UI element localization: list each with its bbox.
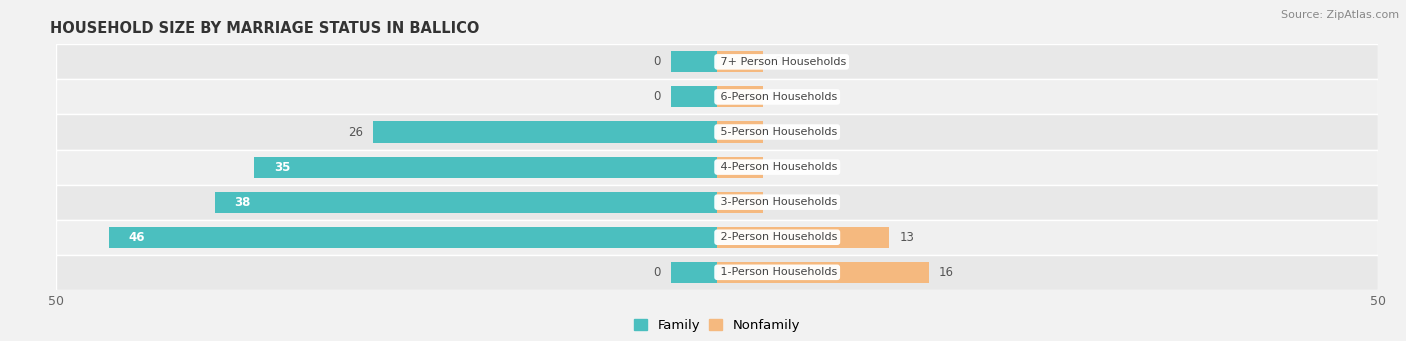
Text: 0: 0 [773,125,782,138]
Bar [56,115,1378,150]
Bar [215,192,717,213]
Legend: Family, Nonfamily: Family, Nonfamily [628,314,806,337]
Text: 13: 13 [900,231,914,244]
Text: 0: 0 [773,196,782,209]
Text: 0: 0 [652,266,661,279]
Bar [717,121,763,143]
Text: HOUSEHOLD SIZE BY MARRIAGE STATUS IN BALLICO: HOUSEHOLD SIZE BY MARRIAGE STATUS IN BAL… [49,21,479,36]
Bar [717,262,928,283]
Bar [717,157,763,178]
Bar [56,255,1378,290]
Text: 2-Person Households: 2-Person Households [717,232,838,242]
Bar [56,79,1378,115]
Text: 4-Person Households: 4-Person Households [717,162,838,172]
Text: 7+ Person Households: 7+ Person Households [717,57,846,67]
Bar [56,150,1378,184]
Text: 0: 0 [773,90,782,103]
Bar [717,227,889,248]
Bar [717,192,763,213]
Bar [110,227,717,248]
Text: Source: ZipAtlas.com: Source: ZipAtlas.com [1281,10,1399,20]
Text: 38: 38 [235,196,252,209]
Bar [671,86,717,107]
Bar [56,184,1378,220]
Text: 46: 46 [129,231,145,244]
Text: 0: 0 [652,90,661,103]
Text: 5-Person Households: 5-Person Households [717,127,838,137]
Bar [671,51,717,72]
Text: 1-Person Households: 1-Person Households [717,267,838,277]
Text: 3-Person Households: 3-Person Households [717,197,838,207]
Bar [374,121,717,143]
Bar [671,262,717,283]
Bar [717,86,763,107]
Text: 26: 26 [347,125,363,138]
Text: 0: 0 [773,55,782,68]
Bar [56,44,1378,79]
Text: 35: 35 [274,161,291,174]
Bar [56,220,1378,255]
Text: 0: 0 [652,55,661,68]
Text: 6-Person Households: 6-Person Households [717,92,838,102]
Bar [254,157,717,178]
Text: 0: 0 [773,161,782,174]
Bar [717,51,763,72]
Text: 16: 16 [939,266,955,279]
